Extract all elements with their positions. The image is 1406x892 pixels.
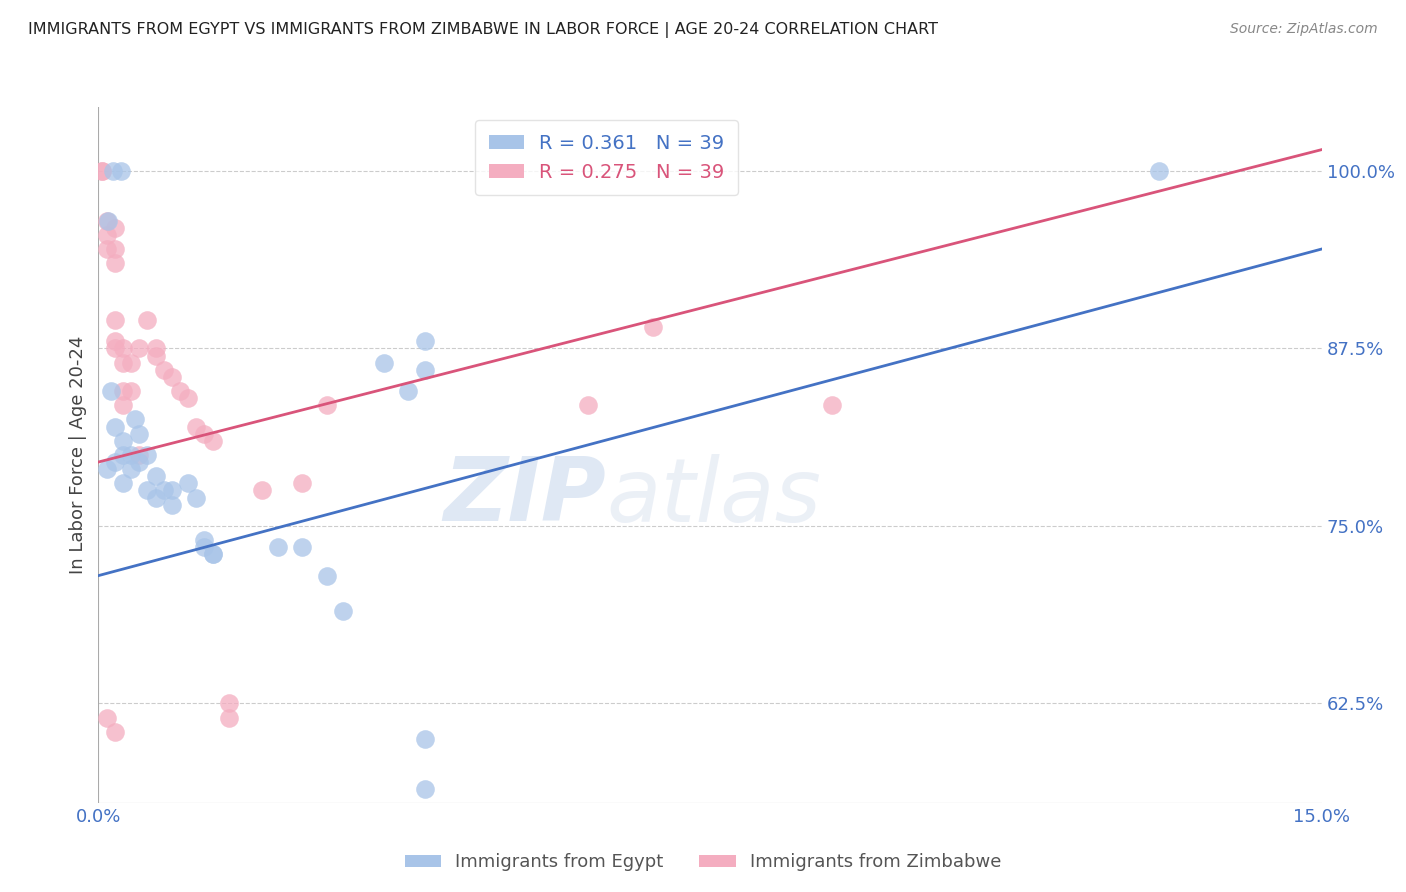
Point [111,384,134,398]
Point [128,455,150,469]
Point [193,426,215,441]
Point [111,342,134,356]
Text: ZIP: ZIP [443,453,606,541]
Point [396,384,419,398]
Point [120,384,142,398]
Point [373,356,395,370]
Point [145,342,167,356]
Point [104,313,127,327]
Point [96,462,118,476]
Point [218,710,240,724]
Point [104,242,127,256]
Point [104,724,127,739]
Point [250,483,273,498]
Point [315,568,337,582]
Point [128,448,150,462]
Point [136,313,159,327]
Point [110,164,132,178]
Point [111,434,134,448]
Point [104,419,127,434]
Point [201,547,224,561]
Point [152,483,174,498]
Point [641,320,664,334]
Point [104,334,127,349]
Point [413,731,436,746]
Point [413,781,436,796]
Point [291,476,314,491]
Point [120,462,142,476]
Point [111,476,134,491]
Point [177,476,200,491]
Point [193,540,215,554]
Point [91,164,114,178]
Point [111,398,134,412]
Point [193,533,215,548]
Point [136,483,159,498]
Point [160,498,183,512]
Y-axis label: In Labor Force | Age 20-24: In Labor Force | Age 20-24 [69,335,87,574]
Text: atlas: atlas [606,454,821,540]
Point [145,469,167,483]
Point [97,213,120,227]
Point [91,164,114,178]
Point [145,491,167,505]
Point [128,426,150,441]
Point [201,547,224,561]
Point [332,604,354,618]
Point [821,398,844,412]
Point [96,710,118,724]
Legend: R = 0.361   N = 39, R = 0.275   N = 39: R = 0.361 N = 39, R = 0.275 N = 39 [475,120,738,195]
Point [104,342,127,356]
Point [145,349,167,363]
Point [1147,164,1170,178]
Point [120,356,142,370]
Point [152,362,174,376]
Point [136,448,159,462]
Point [413,334,436,349]
Point [267,540,290,554]
Point [111,356,134,370]
Point [104,256,127,270]
Point [160,483,183,498]
Point [104,220,127,235]
Point [186,491,208,505]
Point [291,540,314,554]
Point [128,342,150,356]
Point [177,391,200,405]
Point [96,213,118,227]
Point [96,227,118,242]
Point [101,164,124,178]
Point [186,419,208,434]
Legend: Immigrants from Egypt, Immigrants from Zimbabwe: Immigrants from Egypt, Immigrants from Z… [398,847,1008,879]
Point [120,448,142,462]
Point [218,697,240,711]
Text: Source: ZipAtlas.com: Source: ZipAtlas.com [1230,22,1378,37]
Point [169,384,191,398]
Text: IMMIGRANTS FROM EGYPT VS IMMIGRANTS FROM ZIMBABWE IN LABOR FORCE | AGE 20-24 COR: IMMIGRANTS FROM EGYPT VS IMMIGRANTS FROM… [28,22,938,38]
Point [96,242,118,256]
Point [100,384,122,398]
Point [576,398,599,412]
Point [104,455,127,469]
Point [315,398,337,412]
Point [111,448,134,462]
Point [201,434,224,448]
Point [124,412,146,426]
Point [160,369,183,384]
Point [413,362,436,376]
